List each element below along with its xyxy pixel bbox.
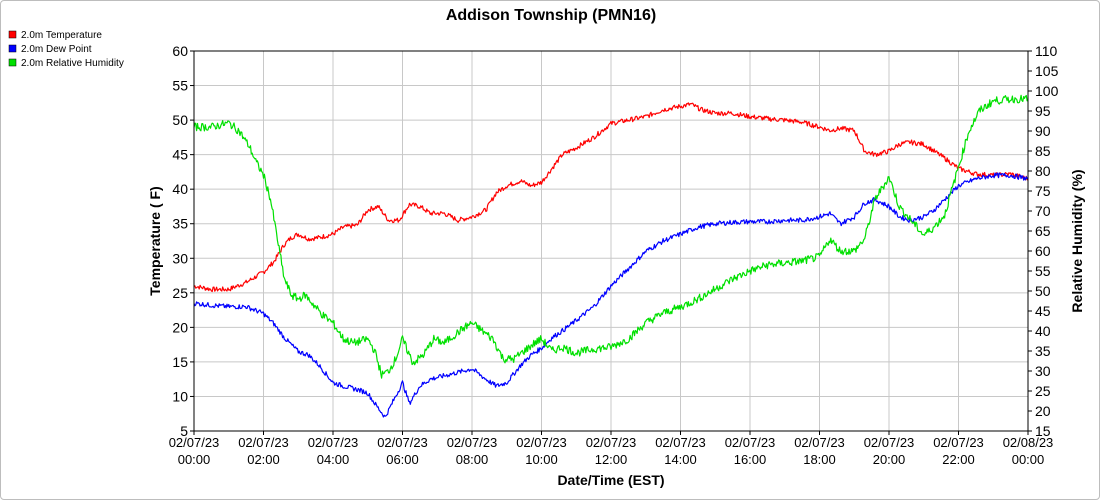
y-axis-title: Temperature ( F) bbox=[147, 186, 163, 295]
y2-tick-label: 35 bbox=[1035, 343, 1051, 359]
legend-swatch-relative-humidity bbox=[8, 58, 17, 67]
x-tick-time: 16:00 bbox=[734, 452, 767, 467]
x-tick-date: 02/07/23 bbox=[586, 435, 637, 450]
x-tick-date: 02/07/23 bbox=[169, 435, 220, 450]
y-tick-label: 20 bbox=[172, 319, 188, 335]
y2-tick-label: 30 bbox=[1035, 363, 1051, 379]
y2-tick-label: 20 bbox=[1035, 403, 1051, 419]
x-tick-date: 02/07/23 bbox=[933, 435, 984, 450]
x-tick-date: 02/07/23 bbox=[725, 435, 776, 450]
y-tick-label: 30 bbox=[172, 250, 188, 266]
x-tick-date: 02/07/23 bbox=[447, 435, 498, 450]
y-tick-label: 45 bbox=[172, 147, 188, 163]
x-tick-date: 02/07/23 bbox=[655, 435, 706, 450]
plot-border bbox=[193, 50, 1029, 432]
x-tick-time: 20:00 bbox=[873, 452, 906, 467]
y2-tick-label: 15 bbox=[1035, 423, 1051, 439]
legend-label-temperature: 2.0m Temperature bbox=[21, 30, 102, 41]
y2-tick-label: 50 bbox=[1035, 283, 1051, 299]
x-tick-time: 18:00 bbox=[803, 452, 836, 467]
x-tick-date: 02/07/23 bbox=[794, 435, 845, 450]
x-tick-time: 04:00 bbox=[317, 452, 350, 467]
legend-swatch-dew-point bbox=[8, 44, 17, 53]
y2-tick-label: 60 bbox=[1035, 243, 1051, 259]
x-tick-date: 02/08/23 bbox=[1003, 435, 1054, 450]
y2-tick-label: 40 bbox=[1035, 323, 1051, 339]
legend-item-temperature: 2.0m Temperature bbox=[8, 30, 102, 41]
x-tick-time: 00:00 bbox=[178, 452, 211, 467]
y-tick-label: 10 bbox=[172, 388, 188, 404]
y2-tick-label: 75 bbox=[1035, 183, 1051, 199]
y-tick-label: 15 bbox=[172, 354, 188, 370]
legend-item-dew-point: 2.0m Dew Point bbox=[8, 44, 92, 55]
x-tick-date: 02/07/23 bbox=[308, 435, 359, 450]
y-tick-label: 50 bbox=[172, 112, 188, 128]
y2-tick-label: 45 bbox=[1035, 303, 1051, 319]
y-tick-label: 25 bbox=[172, 285, 188, 301]
y2-tick-label: 25 bbox=[1035, 383, 1051, 399]
y2-axis-title: Relative Humidity (%) bbox=[1069, 169, 1085, 312]
y-tick-label: 55 bbox=[172, 78, 188, 94]
legend: 2.0m Temperature 2.0m Dew Point 2.0m Rel… bbox=[8, 30, 124, 69]
series-layer bbox=[193, 94, 1029, 418]
series-line-2-0m-relative-humidity bbox=[193, 94, 1029, 379]
x-tick-date: 02/07/23 bbox=[238, 435, 289, 450]
x-tick-date: 02/07/23 bbox=[864, 435, 915, 450]
x-tick-time: 00:00 bbox=[1012, 452, 1045, 467]
y2-tick-label: 110 bbox=[1035, 43, 1058, 59]
x-tick-time: 02:00 bbox=[247, 452, 280, 467]
grid bbox=[193, 50, 1029, 432]
axes: 5 10 15 20 25 30 35 40 45 50 55 60 15 20 25 30 35 40 45 50 5… bbox=[169, 43, 1059, 467]
x-tick-time: 06:00 bbox=[386, 452, 419, 467]
y2-tick-label: 70 bbox=[1035, 203, 1051, 219]
legend-swatch-temperature bbox=[8, 30, 17, 39]
y-tick-label: 5 bbox=[180, 423, 188, 439]
x-tick-time: 10:00 bbox=[525, 452, 558, 467]
x-tick-time: 08:00 bbox=[456, 452, 489, 467]
legend-label-relative-humidity: 2.0m Relative Humidity bbox=[21, 58, 124, 69]
series-line-2-0m-temperature bbox=[193, 102, 1029, 293]
series-line-2-0m-dew-point bbox=[193, 172, 1029, 418]
x-tick-time: 12:00 bbox=[595, 452, 628, 467]
y2-tick-label: 90 bbox=[1035, 123, 1051, 139]
x-tick-time: 22:00 bbox=[942, 452, 975, 467]
y2-tick-label: 80 bbox=[1035, 163, 1051, 179]
x-tick-date: 02/07/23 bbox=[377, 435, 428, 450]
y-tick-label: 35 bbox=[172, 216, 188, 232]
y-tick-label: 60 bbox=[172, 43, 188, 59]
y2-tick-label: 55 bbox=[1035, 263, 1051, 279]
y2-tick-label: 95 bbox=[1035, 103, 1051, 119]
y-tick-label: 40 bbox=[172, 181, 188, 197]
x-tick-time: 14:00 bbox=[664, 452, 697, 467]
y2-tick-label: 65 bbox=[1035, 223, 1051, 239]
x-axis-title: Date/Time (EST) bbox=[557, 472, 664, 488]
x-tick-date: 02/07/23 bbox=[516, 435, 567, 450]
y2-tick-label: 105 bbox=[1035, 63, 1059, 79]
chart-title: Addison Township (PMN16) bbox=[446, 7, 656, 24]
y2-tick-label: 85 bbox=[1035, 143, 1051, 159]
legend-label-dew-point: 2.0m Dew Point bbox=[21, 44, 92, 55]
y2-tick-label: 100 bbox=[1035, 83, 1059, 99]
legend-item-relative-humidity: 2.0m Relative Humidity bbox=[8, 58, 124, 69]
